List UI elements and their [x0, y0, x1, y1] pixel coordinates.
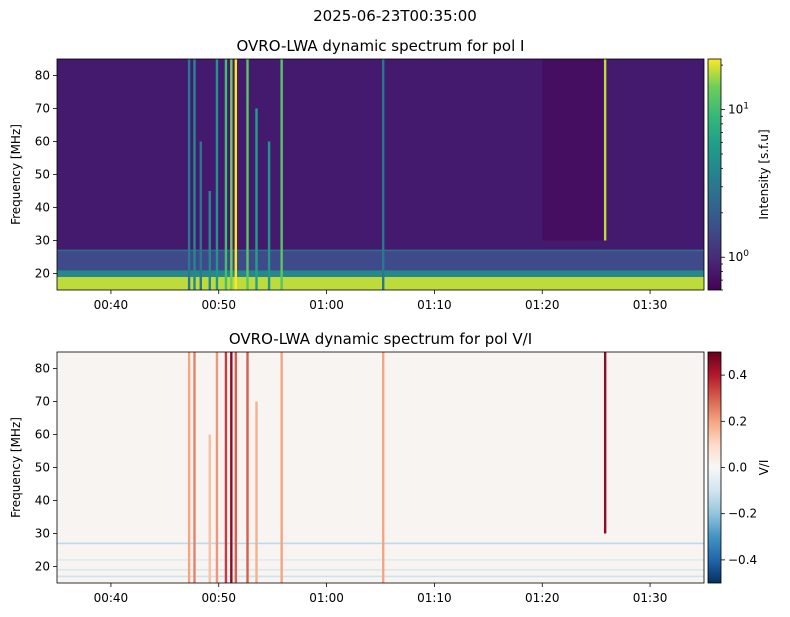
radio-burst	[234, 59, 238, 290]
x-tick-label: 01:10	[417, 298, 452, 312]
y-tick-label: 80	[35, 69, 50, 83]
y-tick-label: 20	[35, 560, 50, 574]
radio-burst	[187, 352, 191, 583]
x-tick-label: 01:20	[525, 298, 560, 312]
rfi-line	[57, 559, 704, 561]
colorbar-tick-label: 100	[728, 249, 749, 264]
radio-burst	[255, 401, 258, 583]
x-tick-label: 01:30	[633, 591, 668, 605]
x-tick-label: 01:20	[525, 591, 560, 605]
radio-burst	[255, 108, 258, 290]
rfi-line	[57, 575, 704, 578]
y-axis-label: Frequency [MHz]	[9, 417, 23, 518]
rfi-line	[57, 569, 704, 571]
radio-burst	[215, 352, 219, 583]
radio-burst	[246, 352, 249, 583]
x-tick-label: 01:00	[309, 298, 344, 312]
radio-burst	[603, 352, 607, 534]
radio-burst	[230, 352, 233, 583]
x-tick-label: 01:00	[309, 591, 344, 605]
y-tick-label: 20	[35, 267, 50, 281]
radio-burst	[199, 141, 202, 290]
colorbar-tick-label: 101	[728, 102, 749, 117]
x-tick-label: 01:30	[633, 298, 668, 312]
heatmap-panel-1: OVRO-LWA dynamic spectrum for pol I Frequ…	[9, 37, 771, 312]
figure-suptitle: 2025-06-23T00:35:00	[313, 7, 477, 25]
radio-burst	[208, 191, 211, 290]
radio-burst	[193, 59, 196, 290]
radio-burst	[234, 352, 238, 583]
frequency-band	[57, 270, 704, 277]
y-axis-label: Frequency [MHz]	[9, 124, 23, 225]
y-tick-label: 80	[35, 362, 50, 376]
y-tick-label: 50	[35, 461, 50, 475]
y-tick-label: 60	[35, 135, 50, 149]
colorbar-label: Intensity [s.f.u]	[757, 129, 771, 219]
colorbar-tick-label: −0.4	[728, 553, 757, 567]
y-tick-label: 40	[35, 201, 50, 215]
frequency-band	[57, 276, 704, 290]
y-tick-label: 30	[35, 234, 50, 248]
y-tick-label: 40	[35, 494, 50, 508]
x-tick-label: 00:40	[94, 591, 129, 605]
quiet-region	[542, 59, 607, 241]
radio-burst	[230, 59, 233, 290]
heatmap-image	[57, 59, 704, 290]
radio-burst	[603, 59, 607, 241]
radio-burst	[280, 59, 283, 290]
x-tick-label: 00:40	[94, 298, 129, 312]
y-tick-label: 70	[35, 102, 50, 116]
y-tick-label: 60	[35, 428, 50, 442]
colorbar-tick-label: 0.0	[728, 461, 747, 475]
radio-burst	[280, 352, 283, 583]
radio-burst	[187, 59, 191, 290]
radio-burst	[224, 352, 228, 583]
colorbar-tick-label: 0.4	[728, 368, 747, 382]
heatmap-panel-2: OVRO-LWA dynamic spectrum for pol V/I Fre…	[9, 330, 771, 605]
colorbar	[707, 351, 722, 584]
rfi-line	[57, 542, 704, 545]
radio-burst	[224, 59, 228, 290]
radio-burst	[208, 434, 211, 583]
heatmap-image	[57, 352, 704, 583]
panel-title: OVRO-LWA dynamic spectrum for pol V/I	[229, 330, 532, 348]
radio-burst	[381, 352, 385, 583]
x-tick-label: 01:10	[417, 591, 452, 605]
radio-burst	[246, 59, 249, 290]
radio-burst	[193, 352, 196, 583]
colorbar	[707, 58, 722, 291]
colorbar-label: V/I	[757, 460, 771, 476]
x-tick-label: 00:50	[201, 298, 236, 312]
y-tick-label: 70	[35, 395, 50, 409]
frequency-band	[57, 250, 704, 271]
radio-burst	[215, 59, 219, 290]
x-tick-label: 00:50	[201, 591, 236, 605]
rfi-line	[57, 249, 704, 252]
y-tick-label: 50	[35, 168, 50, 182]
heatmap-fill	[57, 352, 704, 583]
y-tick-label: 30	[35, 527, 50, 541]
colorbar-tick-label: 0.2	[728, 414, 747, 428]
colorbar-tick-label: −0.2	[728, 507, 757, 521]
radio-burst	[381, 59, 385, 290]
panel-title: OVRO-LWA dynamic spectrum for pol I	[237, 37, 525, 55]
radio-burst	[267, 141, 271, 290]
